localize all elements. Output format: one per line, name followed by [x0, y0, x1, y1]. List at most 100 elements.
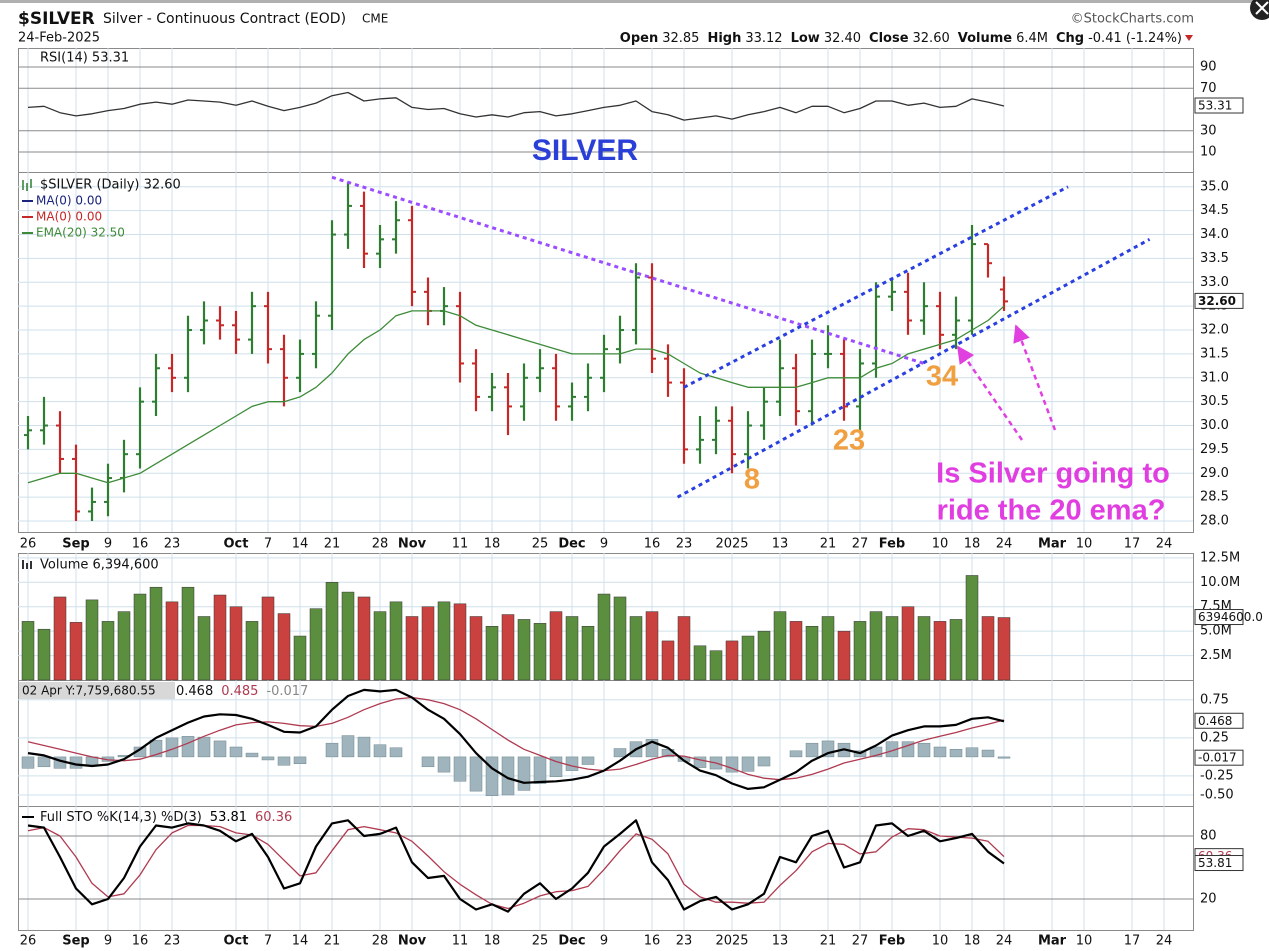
x-tick-label: 24: [1156, 934, 1173, 949]
x-tick-label: 21: [324, 537, 341, 552]
histogram-bar: [389, 747, 403, 758]
arrows: [956, 324, 1057, 441]
x-tick-label: 16: [644, 537, 661, 552]
x-tick-label: 9: [600, 934, 608, 949]
panel-title: Full STO %K(14,3) %D(3) 53.81 60.36: [40, 810, 292, 825]
value-box-label: -0.017: [1198, 751, 1237, 765]
volume-bar: [789, 621, 803, 681]
x-tick-label: 2025: [715, 934, 748, 949]
x-tick-label: 28: [372, 537, 389, 552]
histogram-bar: [565, 756, 579, 771]
d-line: [27, 824, 1005, 910]
volume-bar: [533, 623, 547, 681]
x-tick-label: 16: [644, 934, 661, 949]
y-tick-label: 33.5: [1200, 251, 1229, 266]
histogram-bar: [245, 752, 259, 758]
y-tick-label: 12.5M: [1200, 550, 1240, 565]
x-tick-label: 25: [532, 537, 549, 552]
close-button[interactable]: [1250, 0, 1269, 20]
histogram-bar: [533, 756, 547, 784]
x-tick-label: Oct: [224, 934, 249, 949]
volume-bar: [981, 616, 995, 681]
volume-bar: [85, 599, 99, 681]
x-tick-label: Sep: [62, 537, 90, 552]
y-tick-label: 30.0: [1200, 418, 1229, 433]
down-triangle: [1185, 35, 1193, 41]
histogram-bar: [277, 756, 291, 766]
quote-value: 32.40: [824, 31, 861, 46]
x-tick-label: 11: [452, 537, 469, 552]
quote-line: Open 32.85 High 33.12 Low 32.40 Close 32.60 Volu…: [620, 31, 1182, 46]
volume-bar: [645, 611, 659, 681]
y-tick-label: 2.5M: [1200, 648, 1232, 663]
legend-value: 0.468: [176, 684, 213, 699]
histogram-bar: [261, 756, 275, 761]
y-tick-label: 34.5: [1200, 203, 1229, 218]
volume-bar: [53, 596, 67, 681]
volume-bar: [405, 616, 419, 681]
y-tick-label: 28.5: [1200, 490, 1229, 505]
macd-line: [27, 688, 1005, 790]
panel-title: RSI(14) 53.31: [40, 51, 129, 66]
volume-bar: [37, 628, 51, 681]
x-tick-label: 13: [772, 537, 789, 552]
volume-bar: [101, 621, 115, 681]
volume-bar: [805, 626, 819, 681]
histogram-bar: [421, 756, 435, 768]
x-tick-label: Dec: [558, 537, 585, 552]
histogram-bar: [741, 756, 755, 772]
histogram-bar: [901, 741, 915, 758]
histogram-bar: [213, 740, 227, 758]
volume-bar: [245, 621, 259, 681]
x-tick-label: 27: [852, 934, 869, 949]
y-tick-label: 30.5: [1200, 394, 1229, 409]
value-box: [1194, 712, 1244, 729]
volume-bar: [581, 626, 595, 681]
histogram-bar: [789, 750, 803, 758]
x-tick-label: 2025: [715, 537, 748, 552]
volume-bar: [357, 596, 371, 681]
quote-value: 6.4M: [1016, 31, 1048, 46]
volume-bar: [197, 616, 211, 681]
x-tick-label: 11: [452, 934, 469, 949]
x-tick-label: 21: [820, 537, 837, 552]
x-tick-label: Feb: [879, 934, 905, 949]
title-icon: [22, 560, 32, 569]
x-tick-label: 25: [532, 934, 549, 949]
x-tick-label: Nov: [398, 934, 427, 949]
x-tick-label: 14: [292, 537, 309, 552]
x-tick-label: 9: [600, 537, 608, 552]
histogram-bar: [981, 749, 995, 758]
histogram-bar: [149, 739, 163, 758]
volume-bar: [261, 596, 275, 681]
volume-bar: [453, 603, 467, 681]
y-tick-label: 70: [1200, 81, 1217, 96]
x-tick-label: 16: [132, 537, 149, 552]
quote-label: Chg: [1056, 31, 1084, 46]
y-tick-label: 35.0: [1200, 179, 1229, 194]
panel-title: Volume 6,394,600: [40, 558, 159, 573]
trendline: [676, 238, 1151, 499]
histogram-bar: [949, 749, 963, 758]
volume-bar: [997, 617, 1011, 681]
quote-label: Volume: [958, 31, 1013, 46]
histogram-bar: [21, 756, 35, 769]
value-box: [1194, 609, 1244, 626]
histogram-bar: [613, 748, 627, 758]
ema-line: [27, 305, 1005, 484]
histogram-bar: [757, 756, 771, 767]
x-tick-label: Sep: [62, 934, 90, 949]
quote-value: 32.85: [662, 31, 699, 46]
volume-bar: [277, 613, 291, 681]
y-tick-label: 32.0: [1200, 323, 1229, 338]
x-tick-label: 9: [104, 537, 112, 552]
y-tick-label: 0.25: [1200, 730, 1229, 745]
x-tick-label: 24: [996, 934, 1013, 949]
histogram-bar: [357, 736, 371, 758]
histogram-bar: [933, 746, 947, 758]
histogram-bar: [581, 756, 595, 765]
value-box-label: 53.31: [1198, 99, 1232, 113]
x-tick-label: 26: [20, 537, 37, 552]
quote-value: 32.60: [913, 31, 950, 46]
x-tick-label: 18: [964, 537, 981, 552]
